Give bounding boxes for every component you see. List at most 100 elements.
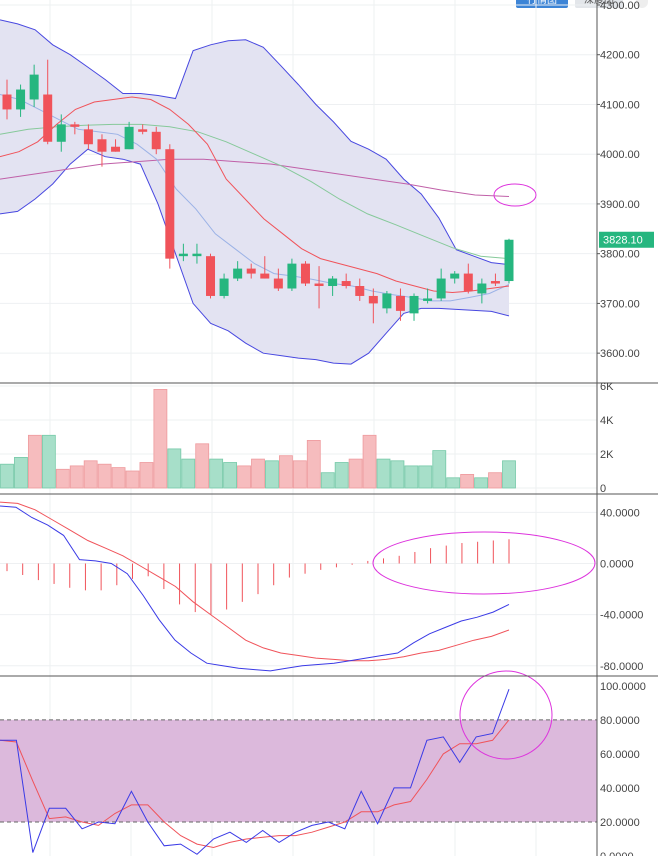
candle-body: [260, 273, 270, 279]
candle-body: [246, 268, 256, 274]
candle: [29, 64, 39, 107]
candle: [16, 84, 26, 117]
candle-body: [463, 273, 473, 291]
candle: [43, 59, 53, 145]
candle: [423, 288, 433, 304]
price-tick-label: 3600.00: [600, 348, 640, 360]
kdj-panel: [0, 670, 597, 855]
candle-body: [151, 131, 161, 150]
candle-body: [382, 293, 392, 309]
kdj-tick-label: 0.0000: [600, 851, 634, 856]
candle-body: [287, 263, 297, 289]
candle: [192, 243, 202, 264]
volume-bar: [223, 462, 238, 489]
volume-bar: [376, 458, 391, 489]
kdj-tick-label: 60.0000: [600, 749, 640, 761]
candle: [260, 256, 270, 279]
candle-body: [178, 253, 188, 257]
price-tick-label: 3700.00: [600, 298, 640, 310]
volume-bar: [362, 434, 377, 489]
candle-body: [43, 94, 53, 142]
volume-bar: [502, 460, 516, 489]
candle: [138, 124, 148, 135]
candle-body: [273, 278, 283, 289]
volume-panel: [0, 388, 516, 489]
volume-bar: [41, 434, 56, 489]
candle: [206, 253, 216, 299]
volume-bar: [195, 443, 210, 489]
candle-body: [409, 295, 419, 314]
settings-icon[interactable]: [636, 0, 648, 8]
volume-bar: [181, 458, 196, 489]
kdj-k-line: [0, 689, 510, 855]
candle: [111, 139, 121, 152]
candle: [477, 278, 487, 304]
candle-body: [83, 129, 93, 145]
candle-body: [368, 295, 378, 304]
ma-short-line: [0, 96, 510, 294]
volume-tick-label: 4K: [600, 415, 614, 427]
volume-bar: [14, 456, 28, 489]
candle: [97, 134, 107, 167]
price-tick-label: 4100.00: [600, 99, 640, 111]
volume-bar: [139, 462, 154, 489]
candle: [463, 263, 473, 294]
candle: [56, 114, 66, 152]
volume-bar: [334, 462, 349, 489]
candle-body: [341, 281, 351, 287]
candle: [314, 266, 324, 309]
candle: [233, 261, 243, 282]
tab-depth[interactable]: 深度图: [575, 0, 623, 8]
price-tick-label: 4200.00: [600, 50, 640, 62]
annotation-ellipse: [493, 183, 537, 207]
price-panel: [0, 19, 537, 365]
bollinger-lower-line: [0, 148, 510, 365]
last-price-badge: [599, 231, 654, 248]
macd-dif-line: [0, 505, 510, 672]
candle-body: [504, 239, 514, 282]
candle: [83, 124, 93, 150]
kdj-tick-label: 100.0000: [600, 681, 646, 693]
candle-body: [328, 278, 338, 287]
volume-tick-label: 0: [600, 483, 606, 495]
kdj-tick-label: 40.0000: [600, 783, 640, 795]
volume-bar: [292, 460, 307, 489]
volume-bar: [153, 388, 168, 489]
volume-bar: [488, 472, 502, 489]
candle: [70, 121, 80, 135]
candle-body: [300, 263, 310, 284]
price-tick-label: 4300.00: [600, 0, 640, 12]
candle-body: [395, 295, 405, 311]
candle: [450, 271, 460, 284]
candle-body: [490, 281, 500, 284]
volume-tick-label: 2K: [600, 449, 614, 461]
volume-bar: [432, 450, 447, 489]
volume-bar: [125, 470, 140, 489]
candle: [287, 258, 297, 291]
bollinger-band-fill: [0, 19, 509, 365]
bollinger-upper-line: [0, 19, 510, 266]
volume-bar: [446, 477, 461, 489]
candle: [165, 144, 175, 269]
candle-body: [436, 278, 446, 299]
macd-tick-label: -40.0000: [600, 610, 643, 622]
annotation-ellipse: [459, 670, 553, 760]
price-tick-label: 3900.00: [600, 199, 640, 211]
candle-body: [165, 149, 175, 259]
tab-candlestick[interactable]: 行情图: [516, 0, 568, 8]
last-price-label: 3828.10: [603, 235, 643, 247]
candle-body: [477, 283, 487, 294]
ma-long-line: [0, 158, 510, 197]
volume-tick-label: 6K: [600, 381, 614, 393]
candle-body: [233, 268, 243, 279]
candle: [124, 121, 134, 150]
candle-body: [355, 286, 365, 296]
candle: [328, 276, 338, 296]
candle: [436, 268, 446, 301]
volume-bar: [27, 434, 42, 489]
annotation-ellipse: [372, 531, 596, 595]
candle: [341, 273, 351, 289]
candle-body: [314, 283, 324, 287]
candle-body: [192, 253, 202, 257]
